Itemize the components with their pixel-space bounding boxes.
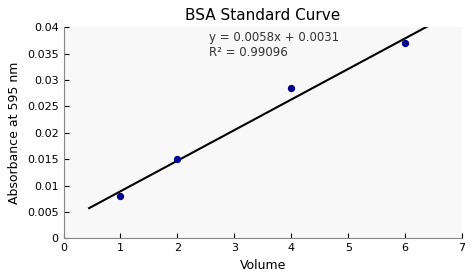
Point	[117, 194, 124, 198]
X-axis label: Volume: Volume	[240, 259, 286, 272]
Title: BSA Standard Curve: BSA Standard Curve	[185, 8, 340, 23]
Point	[173, 157, 181, 161]
Y-axis label: Absorbance at 595 nm: Absorbance at 595 nm	[9, 62, 21, 204]
Point	[401, 41, 409, 45]
Text: y = 0.0058x + 0.0031
R² = 0.99096: y = 0.0058x + 0.0031 R² = 0.99096	[209, 31, 339, 59]
Point	[288, 86, 295, 90]
